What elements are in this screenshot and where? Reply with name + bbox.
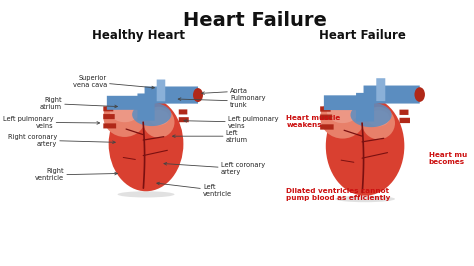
Ellipse shape xyxy=(148,110,170,125)
FancyBboxPatch shape xyxy=(356,93,374,122)
Ellipse shape xyxy=(350,103,392,127)
FancyBboxPatch shape xyxy=(324,95,365,110)
Ellipse shape xyxy=(109,101,140,122)
Text: Healthy Heart: Healthy Heart xyxy=(92,28,185,41)
Text: Heart Failure: Heart Failure xyxy=(182,11,327,30)
FancyBboxPatch shape xyxy=(376,78,385,101)
Text: Left pulmonary
veins: Left pulmonary veins xyxy=(3,116,100,129)
FancyBboxPatch shape xyxy=(320,106,331,112)
FancyBboxPatch shape xyxy=(103,114,115,119)
Text: Heart muscle
weakens: Heart muscle weakens xyxy=(286,115,341,128)
Text: Dilated ventricles cannot
pump blood as efficiently: Dilated ventricles cannot pump blood as … xyxy=(286,188,391,201)
FancyBboxPatch shape xyxy=(107,96,146,110)
FancyBboxPatch shape xyxy=(400,110,409,115)
Text: Superior
vena cava: Superior vena cava xyxy=(73,75,155,89)
Ellipse shape xyxy=(193,88,203,102)
FancyBboxPatch shape xyxy=(145,86,198,104)
Ellipse shape xyxy=(143,107,174,138)
Text: Pulmonary
trunk: Pulmonary trunk xyxy=(178,95,265,108)
Ellipse shape xyxy=(118,191,174,197)
FancyBboxPatch shape xyxy=(103,106,113,111)
Text: Left coronary
artery: Left coronary artery xyxy=(164,162,265,175)
FancyBboxPatch shape xyxy=(320,124,334,130)
FancyBboxPatch shape xyxy=(179,117,189,122)
Text: Aorta: Aorta xyxy=(202,88,248,94)
FancyBboxPatch shape xyxy=(400,118,410,123)
FancyBboxPatch shape xyxy=(103,123,116,128)
Ellipse shape xyxy=(367,110,390,126)
Ellipse shape xyxy=(327,100,358,123)
Ellipse shape xyxy=(414,87,425,102)
Text: Right
atrium: Right atrium xyxy=(40,97,118,110)
Ellipse shape xyxy=(335,196,395,202)
Ellipse shape xyxy=(103,97,146,137)
Ellipse shape xyxy=(109,97,183,191)
Text: Right coronary
artery: Right coronary artery xyxy=(8,134,115,147)
FancyBboxPatch shape xyxy=(364,86,420,103)
Text: Left pulmonary
veins: Left pulmonary veins xyxy=(184,116,278,129)
Ellipse shape xyxy=(320,96,365,139)
Text: Left
atrium: Left atrium xyxy=(173,130,248,143)
Text: Right
ventricle: Right ventricle xyxy=(35,168,118,181)
Text: Heart mu
becomes: Heart mu becomes xyxy=(428,152,467,165)
FancyBboxPatch shape xyxy=(320,115,332,120)
FancyBboxPatch shape xyxy=(137,93,155,121)
FancyBboxPatch shape xyxy=(179,109,187,114)
Text: Heart Failure: Heart Failure xyxy=(319,28,406,41)
Ellipse shape xyxy=(362,107,395,139)
FancyBboxPatch shape xyxy=(157,80,165,101)
Text: Left
ventricle: Left ventricle xyxy=(157,182,232,197)
Ellipse shape xyxy=(132,103,171,126)
Ellipse shape xyxy=(326,96,404,196)
